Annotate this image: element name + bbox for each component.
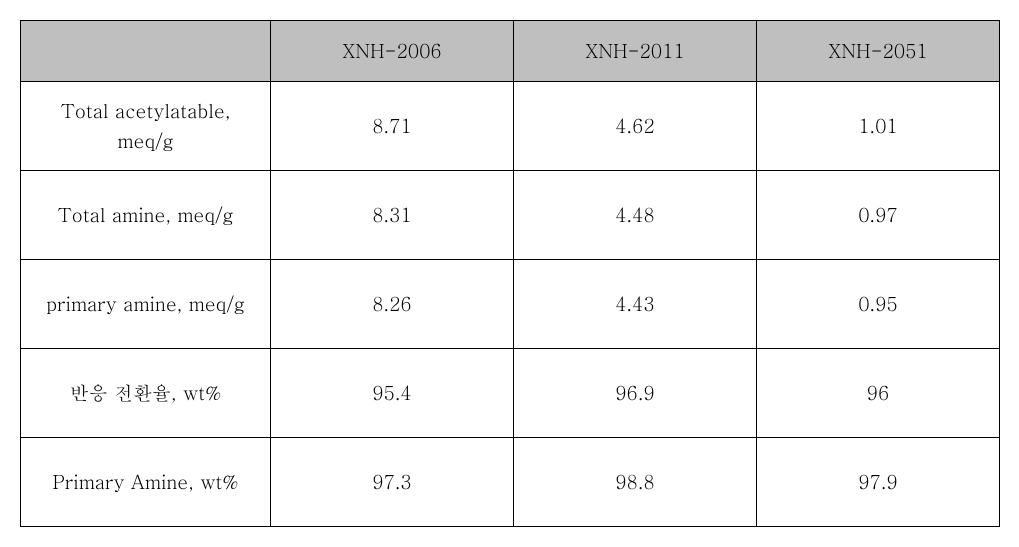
row-label-line1: Total acetylatable,: [61, 96, 231, 126]
row-label: Total acetylatable, meq/g: [21, 82, 271, 171]
cell: 0.95: [757, 260, 1000, 349]
table-row: Total amine, meq/g 8.31 4.48 0.97: [21, 171, 1000, 260]
cell: 0.97: [757, 171, 1000, 260]
header-cell-empty: [21, 21, 271, 82]
row-label: Primary Amine, wt%: [21, 438, 271, 527]
cell: 98.8: [514, 438, 757, 527]
table-row: primary amine, meq/g 8.26 4.43 0.95: [21, 260, 1000, 349]
table-row: Primary Amine, wt% 97.3 98.8 97.9: [21, 438, 1000, 527]
cell: 97.9: [757, 438, 1000, 527]
cell: 97.3: [271, 438, 514, 527]
row-label: 반응 전환율, wt%: [21, 349, 271, 438]
row-label-line2: meq/g: [117, 126, 173, 156]
row-label: Total amine, meq/g: [21, 171, 271, 260]
cell: 96.9: [514, 349, 757, 438]
header-row: XNH-2006 XNH-2011 XNH-2051: [21, 21, 1000, 82]
table-row: Total acetylatable, meq/g 8.71 4.62 1.01: [21, 82, 1000, 171]
cell: 8.31: [271, 171, 514, 260]
header-cell-1: XNH-2006: [271, 21, 514, 82]
cell: 1.01: [757, 82, 1000, 171]
cell: 4.62: [514, 82, 757, 171]
cell: 95.4: [271, 349, 514, 438]
cell: 4.43: [514, 260, 757, 349]
header-cell-3: XNH-2051: [757, 21, 1000, 82]
row-label: primary amine, meq/g: [21, 260, 271, 349]
cell: 4.48: [514, 171, 757, 260]
cell: 8.71: [271, 82, 514, 171]
header-cell-2: XNH-2011: [514, 21, 757, 82]
table-row: 반응 전환율, wt% 95.4 96.9 96: [21, 349, 1000, 438]
data-table: XNH-2006 XNH-2011 XNH-2051 Total acetyla…: [20, 20, 1000, 527]
cell: 96: [757, 349, 1000, 438]
cell: 8.26: [271, 260, 514, 349]
table-body: Total acetylatable, meq/g 8.71 4.62 1.01…: [21, 82, 1000, 527]
